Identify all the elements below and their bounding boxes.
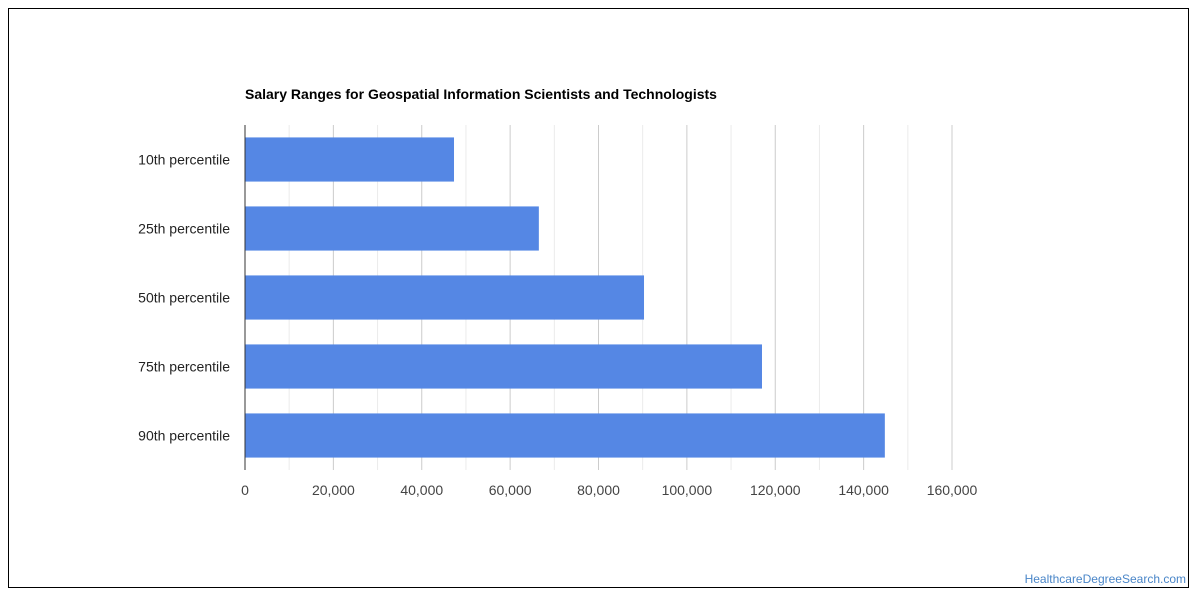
x-tick-label: 0 (241, 482, 249, 498)
x-tick-label: 60,000 (489, 482, 532, 498)
category-label: 90th percentile (138, 428, 230, 444)
watermark-link[interactable]: HealthcareDegreeSearch.com (1024, 572, 1186, 586)
category-labels: 10th percentile 25th percentile 50th perce… (138, 152, 230, 444)
x-tick-label: 120,000 (750, 482, 801, 498)
bars-group (245, 137, 885, 458)
bar[interactable] (245, 344, 762, 389)
bar[interactable] (245, 137, 455, 182)
x-tick-label: 160,000 (927, 482, 978, 498)
bar[interactable] (245, 206, 539, 251)
category-label: 10th percentile (138, 152, 230, 168)
category-label: 50th percentile (138, 290, 230, 306)
x-tick-label: 20,000 (312, 482, 355, 498)
x-tick-label: 140,000 (838, 482, 889, 498)
bar[interactable] (245, 275, 645, 320)
bar[interactable] (245, 413, 885, 458)
x-tick-labels: 0 20,000 40,000 60,000 80,000 100,000 120,000 1… (241, 482, 977, 498)
x-tick-label: 80,000 (577, 482, 620, 498)
category-label: 25th percentile (138, 221, 230, 237)
x-tick-label: 40,000 (400, 482, 443, 498)
category-label: 75th percentile (138, 359, 230, 375)
chart-title: Salary Ranges for Geospatial Information… (245, 86, 717, 102)
x-tick-label: 100,000 (662, 482, 713, 498)
